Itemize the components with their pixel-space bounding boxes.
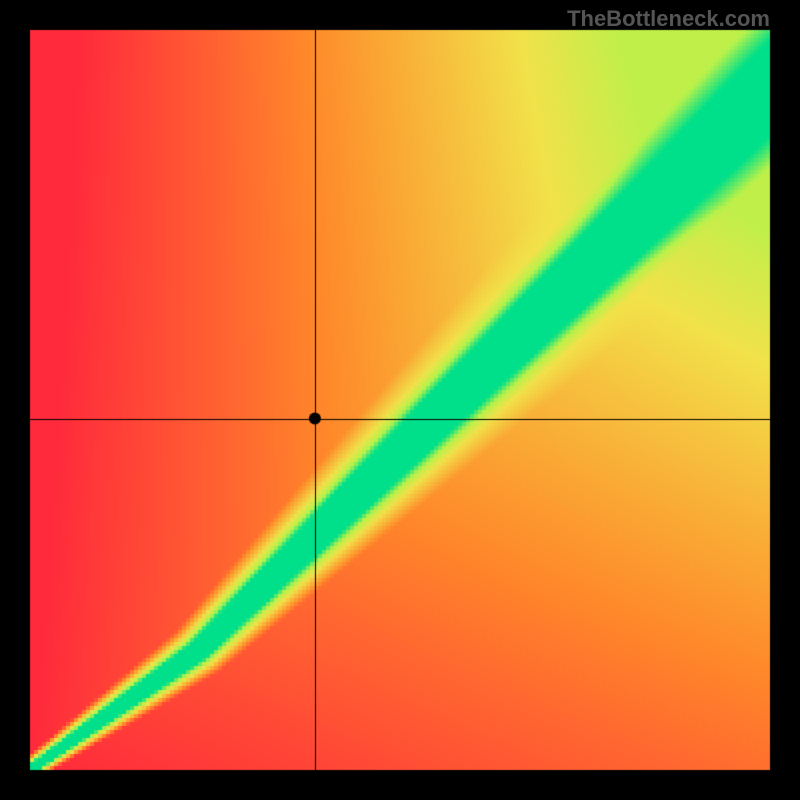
bottleneck-heatmap xyxy=(0,0,800,800)
watermark-text: TheBottleneck.com xyxy=(567,6,770,32)
